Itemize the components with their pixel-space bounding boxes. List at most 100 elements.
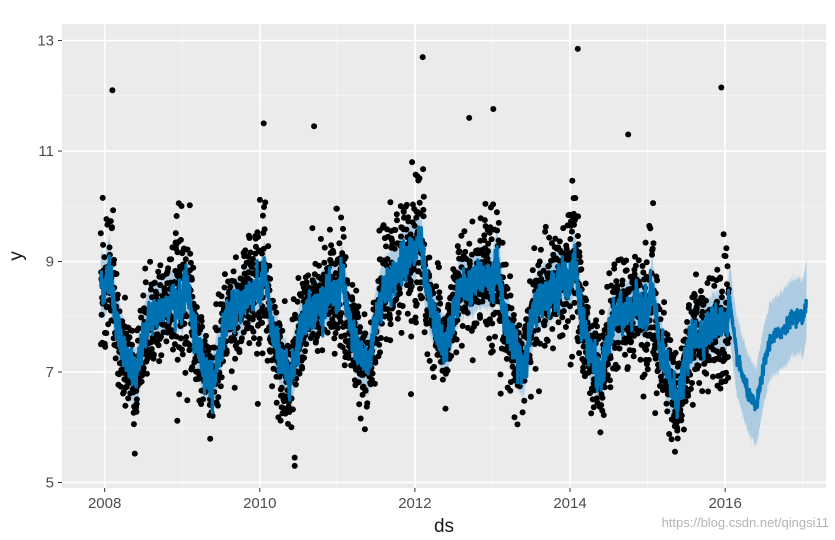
observed-point: [100, 241, 107, 248]
observed-point: [643, 346, 650, 353]
observed-point: [593, 317, 600, 324]
observed-point: [153, 291, 160, 298]
observed-point: [326, 226, 333, 233]
observed-point: [631, 271, 638, 278]
x-axis-title: ds: [434, 516, 454, 537]
observed-point: [177, 236, 184, 243]
observed-point: [499, 239, 506, 246]
observed-point: [458, 342, 465, 349]
observed-point: [420, 213, 427, 220]
observed-point: [183, 313, 190, 320]
observed-point: [129, 341, 135, 348]
observed-point: [417, 285, 423, 292]
observed-point: [148, 346, 155, 352]
observed-point: [437, 300, 444, 307]
observed-point: [549, 326, 556, 332]
observed-point: [215, 394, 222, 401]
observed-point: [357, 324, 363, 331]
observed-point: [409, 159, 416, 166]
observed-point: [724, 263, 731, 270]
observed-point: [420, 206, 427, 213]
observed-point: [473, 320, 480, 327]
observed-point: [336, 240, 343, 247]
observed-point: [289, 406, 296, 413]
observed-point: [407, 278, 414, 285]
observed-point: [321, 259, 328, 266]
observed-point: [259, 319, 266, 326]
y-axis: 5 7 9 11 13: [37, 33, 62, 491]
observed-point: [644, 341, 651, 348]
observed-point: [663, 400, 670, 407]
observed-point: [674, 435, 681, 442]
observed-point: [319, 347, 326, 354]
observed-point: [102, 343, 109, 350]
observed-point: [230, 268, 237, 275]
observed-point: [110, 207, 117, 214]
observed-point: [668, 436, 675, 443]
observed-point: [685, 392, 692, 399]
observed-point: [718, 294, 725, 301]
observed-point: [703, 370, 710, 377]
observed-point: [436, 289, 443, 296]
observed-point: [190, 264, 197, 271]
observed-point: [686, 302, 692, 308]
observed-point: [260, 120, 267, 127]
observed-point: [459, 323, 466, 329]
observed-point: [504, 285, 511, 292]
observed-point: [699, 388, 706, 395]
observed-point: [516, 322, 523, 329]
observed-point: [723, 245, 730, 252]
observed-point: [717, 274, 724, 281]
observed-point: [664, 408, 671, 415]
observed-point: [193, 304, 200, 311]
observed-point: [393, 211, 400, 218]
observed-point: [584, 304, 591, 311]
observed-point: [158, 352, 165, 359]
observed-point: [203, 332, 209, 339]
observed-point: [640, 393, 647, 400]
observed-point: [436, 294, 443, 301]
observed-point: [454, 243, 461, 250]
observed-point: [625, 131, 632, 138]
observed-point: [510, 312, 517, 318]
observed-point: [355, 303, 362, 310]
observed-point: [265, 243, 272, 250]
observed-point: [649, 245, 656, 252]
observed-point: [387, 321, 394, 328]
observed-point: [140, 292, 147, 299]
observed-point: [717, 385, 724, 392]
observed-point: [404, 310, 411, 317]
observed-point: [273, 399, 280, 406]
observed-point: [444, 367, 451, 374]
y-tick-label: 13: [37, 33, 54, 50]
observed-point: [394, 315, 401, 322]
observed-point: [537, 246, 544, 253]
observed-point: [126, 334, 133, 341]
observed-point: [606, 270, 613, 277]
observed-point: [211, 344, 218, 351]
observed-point: [227, 283, 234, 290]
observed-point: [259, 350, 266, 357]
observed-point: [255, 340, 262, 347]
observed-point: [291, 462, 298, 469]
observed-point: [125, 395, 132, 402]
observed-point: [232, 254, 239, 261]
observed-point: [223, 349, 230, 356]
observed-point: [288, 424, 295, 431]
observed-point: [172, 230, 179, 237]
observed-point: [123, 383, 130, 390]
observed-point: [316, 262, 322, 269]
observed-point: [453, 336, 460, 343]
observed-point: [678, 412, 685, 419]
observed-point: [531, 245, 538, 252]
observed-point: [303, 279, 310, 286]
observed-point: [606, 377, 613, 384]
observed-point: [569, 314, 576, 321]
observed-point: [408, 391, 414, 398]
observed-point: [527, 393, 534, 400]
observed-point: [398, 233, 404, 240]
observed-point: [490, 201, 497, 208]
observed-point: [143, 370, 150, 377]
observed-point: [697, 288, 704, 294]
